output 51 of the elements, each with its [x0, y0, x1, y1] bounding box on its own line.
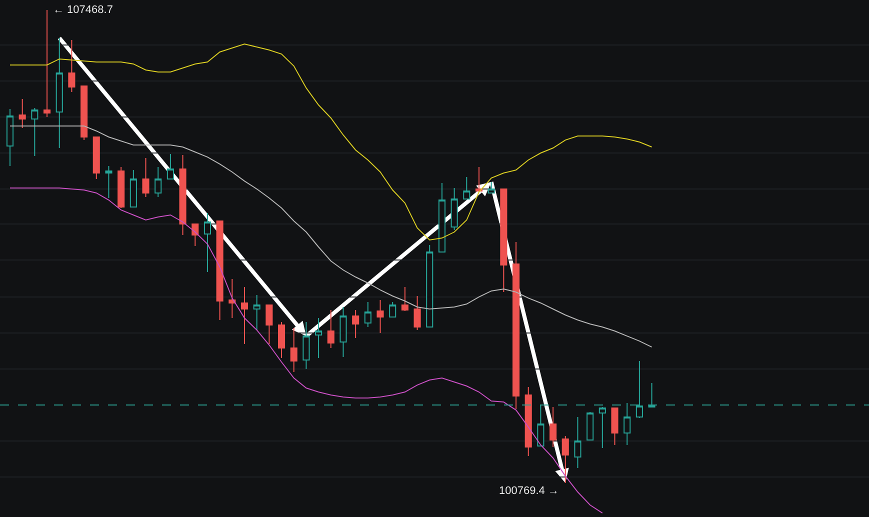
- candlestick: [327, 310, 334, 349]
- candlestick: [253, 294, 260, 331]
- candlestick: [586, 412, 594, 441]
- candlestick: [315, 318, 322, 358]
- candlestick: [475, 166, 483, 192]
- candlestick: [240, 286, 248, 345]
- candlestick: [204, 212, 211, 272]
- candlestick: [228, 278, 236, 319]
- candlestick: [216, 220, 224, 320]
- candlestick: [31, 107, 38, 156]
- candlestick: [92, 136, 100, 180]
- candlestick: [154, 166, 162, 198]
- candlestick: [500, 188, 508, 293]
- candlestick: [56, 37, 63, 148]
- candlestick: [179, 154, 186, 236]
- candlestick: [142, 158, 150, 198]
- candlestick: [266, 304, 273, 345]
- candlestick: [488, 182, 495, 194]
- candlestick: [44, 9, 51, 118]
- candlestick: [414, 295, 421, 331]
- candlestick: [18, 98, 26, 129]
- candlestick: [290, 327, 298, 373]
- candlestick: [376, 300, 384, 334]
- candlestick: [450, 188, 458, 230]
- annotation: 100769.4 →: [499, 485, 559, 497]
- candlestick: [389, 302, 396, 318]
- candlestick: [340, 306, 347, 358]
- candlestick: [550, 406, 557, 448]
- candlestick: [302, 322, 310, 370]
- candlestick: [278, 322, 286, 358]
- candlestick: [463, 176, 470, 200]
- candlestick: [130, 170, 137, 208]
- candlestick: [352, 310, 360, 339]
- candlestick: [6, 108, 14, 166]
- candlestick: [562, 436, 569, 484]
- candlestick: [364, 302, 372, 328]
- candlestick: [118, 166, 125, 209]
- candlestick: [611, 407, 618, 446]
- candlestick: [80, 86, 88, 141]
- candlestick: [574, 416, 582, 468]
- candlestick: [68, 39, 76, 92]
- candlestick: [166, 154, 174, 180]
- annotation: ← 107468.7: [53, 4, 113, 16]
- candlestick: [401, 286, 408, 312]
- candlestick: [438, 182, 446, 252]
- candlestick: [105, 166, 112, 198]
- candlestick: [524, 386, 532, 456]
- candlestick: [192, 224, 199, 246]
- candlestick: [426, 244, 434, 328]
- candlestick: [624, 402, 631, 446]
- candlestick: [512, 241, 520, 410]
